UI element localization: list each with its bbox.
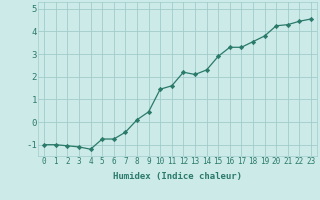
X-axis label: Humidex (Indice chaleur): Humidex (Indice chaleur) — [113, 172, 242, 181]
